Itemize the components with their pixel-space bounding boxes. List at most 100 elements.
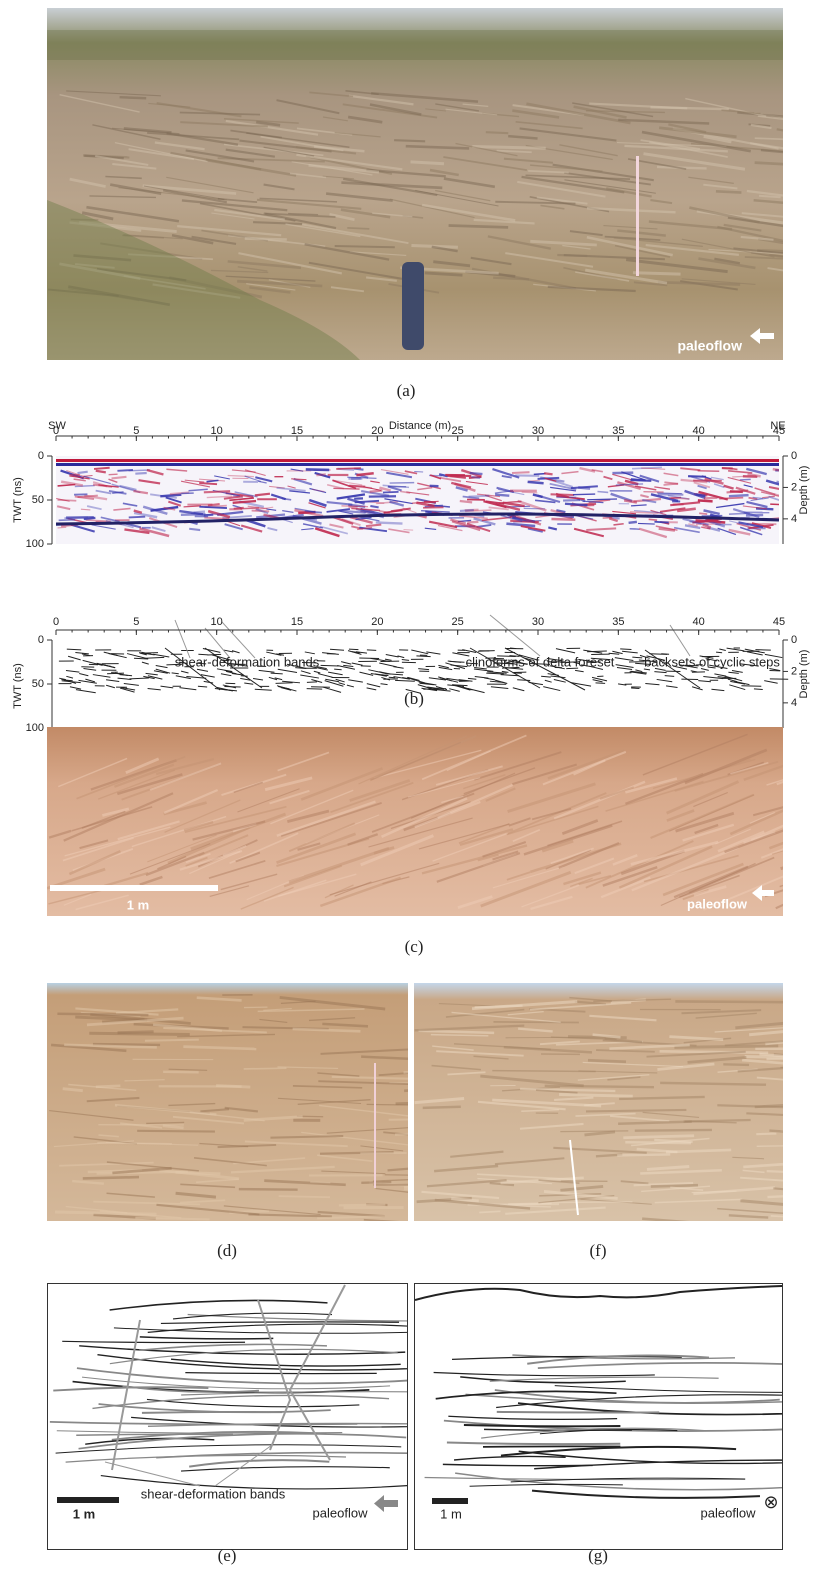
- reflection: [670, 496, 682, 499]
- interpreted-reflection: [117, 677, 132, 681]
- reflection: [314, 527, 340, 538]
- interpreted-reflection: [474, 667, 487, 670]
- lamina: [492, 850, 519, 861]
- sketch-e: [47, 1283, 408, 1550]
- lamina: [175, 1170, 221, 1176]
- interpreted-reflection: [731, 670, 743, 673]
- lamina: [279, 995, 386, 1011]
- lamina: [472, 145, 546, 150]
- interpreted-reflection: [419, 682, 434, 686]
- y-tick-label: 50: [32, 678, 44, 690]
- reflection: [133, 509, 143, 514]
- reflection: [163, 506, 176, 511]
- inclined-line: [204, 647, 263, 689]
- interpreted-reflection: [366, 683, 381, 688]
- reflection: [543, 472, 553, 476]
- reflection: [98, 484, 119, 488]
- reflection: [587, 498, 618, 501]
- paleoflow-label: paleoflow: [677, 338, 742, 354]
- lamina: [648, 220, 733, 231]
- reflection: [640, 494, 649, 499]
- reflection: [384, 498, 413, 505]
- lamina: [756, 1132, 777, 1136]
- reflection: [703, 509, 720, 516]
- reflection: [760, 491, 779, 497]
- reflection: [229, 497, 254, 502]
- reflection: [365, 523, 382, 528]
- interpreted-reflection: [240, 677, 251, 681]
- reflection: [58, 518, 76, 522]
- reflection: [555, 492, 570, 499]
- interpreted-reflection: [276, 653, 285, 656]
- lamina: [329, 862, 440, 896]
- lamina: [523, 824, 613, 856]
- lamina: [586, 206, 676, 214]
- lamina: [63, 792, 174, 842]
- reflection: [746, 522, 777, 526]
- lamina: [320, 1048, 408, 1055]
- interpreted-reflection: [203, 680, 214, 684]
- lamina: [463, 774, 506, 790]
- photo-d-texture: [49, 993, 408, 1221]
- reflection: [739, 526, 763, 536]
- reflection: [728, 467, 738, 471]
- reflector: [56, 459, 779, 462]
- lamina: [280, 1000, 316, 1005]
- bounding-surface: [109, 1348, 398, 1365]
- reflection: [754, 487, 776, 496]
- lamina: [463, 767, 536, 795]
- lamina: [695, 1012, 757, 1019]
- interpreted-reflection: [473, 668, 494, 672]
- lamina: [633, 281, 668, 287]
- reflection: [586, 527, 617, 531]
- lamina: [735, 1021, 783, 1030]
- bounding-surface: [554, 1385, 782, 1393]
- lamina: [477, 853, 499, 862]
- interpreted-reflection: [700, 668, 709, 671]
- lamina: [574, 857, 615, 875]
- bounding-surface: [181, 1391, 407, 1396]
- lamina: [666, 780, 740, 815]
- lamina: [368, 817, 473, 848]
- lamina: [326, 1127, 408, 1134]
- lamina: [304, 243, 390, 261]
- reflection: [363, 486, 382, 491]
- reflection: [333, 487, 360, 490]
- panel-label: (a): [397, 381, 416, 400]
- interpreted-reflection: [746, 651, 763, 656]
- lamina: [184, 805, 287, 834]
- reflection: [617, 481, 642, 490]
- lamina: [277, 1097, 362, 1105]
- reflection: [465, 509, 492, 513]
- interpreted-reflection: [428, 677, 447, 681]
- reflection: [341, 518, 361, 527]
- reflection: [354, 499, 380, 504]
- interpreted-reflection: [489, 680, 505, 683]
- reflection: [312, 488, 325, 493]
- reflection: [768, 485, 779, 490]
- lamina: [96, 267, 187, 282]
- reflection: [326, 501, 353, 506]
- lamina: [48, 829, 72, 839]
- lamina: [115, 1008, 179, 1015]
- interpreted-reflection: [698, 680, 711, 683]
- lamina: [530, 164, 603, 172]
- interpreted-reflection: [295, 667, 306, 669]
- reflection: [111, 475, 127, 480]
- lamina: [776, 128, 783, 132]
- reflection: [658, 527, 676, 532]
- reflection: [716, 502, 745, 509]
- lamina: [414, 1024, 525, 1032]
- lamina: [625, 772, 704, 805]
- interpreted-reflection: [268, 676, 278, 681]
- reflection: [403, 529, 414, 531]
- interpreted-reflection: [622, 650, 638, 654]
- lamina: [360, 834, 434, 867]
- interpreted-reflection: [78, 679, 97, 684]
- gpr-profile: SW Distance (m) NE TWT (ns) Depth (m) TW…: [12, 420, 810, 734]
- reflection: [386, 471, 413, 479]
- lamina: [657, 1062, 715, 1071]
- lamina: [429, 168, 459, 177]
- lamina: [265, 212, 336, 218]
- reflection: [77, 470, 88, 475]
